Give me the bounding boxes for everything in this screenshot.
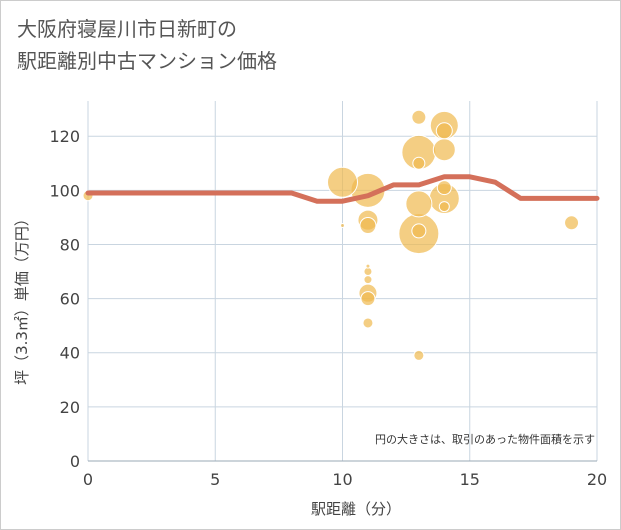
y-tick-label: 80 — [60, 235, 80, 254]
data-bubble — [564, 215, 580, 231]
axes: 0 5 10 15 20 0 20 40 60 80 100 120 — [49, 127, 607, 489]
x-tick-label: 15 — [460, 470, 480, 489]
data-bubble — [412, 156, 426, 170]
y-axis-title: 坪（3.3㎡）単価（万円） — [13, 211, 31, 385]
data-bubble — [405, 190, 433, 218]
data-bubble — [413, 349, 425, 361]
data-bubble — [360, 291, 376, 307]
data-bubble — [432, 138, 456, 162]
size-note: 円の大きさは、取引のあった物件面積を示す — [375, 432, 595, 446]
grid-lines — [87, 101, 598, 462]
bubble-series — [82, 109, 580, 361]
y-tick-label: 100 — [49, 181, 80, 200]
data-bubble — [359, 217, 377, 235]
x-tick-label: 0 — [83, 470, 93, 489]
y-tick-label: 40 — [60, 344, 80, 363]
x-axis-title: 駅距離（分） — [311, 500, 401, 518]
x-tick-label: 20 — [587, 470, 607, 489]
data-bubble — [435, 122, 453, 140]
x-tick-label: 10 — [332, 470, 352, 489]
data-bubble — [327, 166, 358, 198]
y-tick-label: 0 — [70, 452, 80, 471]
data-bubble — [363, 275, 373, 285]
data-bubble — [438, 201, 450, 213]
y-tick-label: 60 — [60, 290, 80, 309]
data-bubble — [363, 267, 373, 277]
average-line-series — [85, 174, 600, 204]
data-bubble — [365, 263, 371, 269]
x-tick-label: 5 — [210, 470, 220, 489]
data-bubble — [362, 317, 374, 329]
data-bubble — [340, 223, 345, 229]
data-bubble — [411, 223, 427, 239]
data-bubble — [436, 180, 452, 196]
data-bubble — [411, 109, 427, 125]
average-line — [85, 174, 600, 204]
chart-title: 大阪府寝屋川市日新町の 駅距離別中古マンション価格 — [17, 17, 277, 73]
y-tick-label: 20 — [60, 398, 80, 417]
y-tick-label: 120 — [49, 127, 80, 146]
